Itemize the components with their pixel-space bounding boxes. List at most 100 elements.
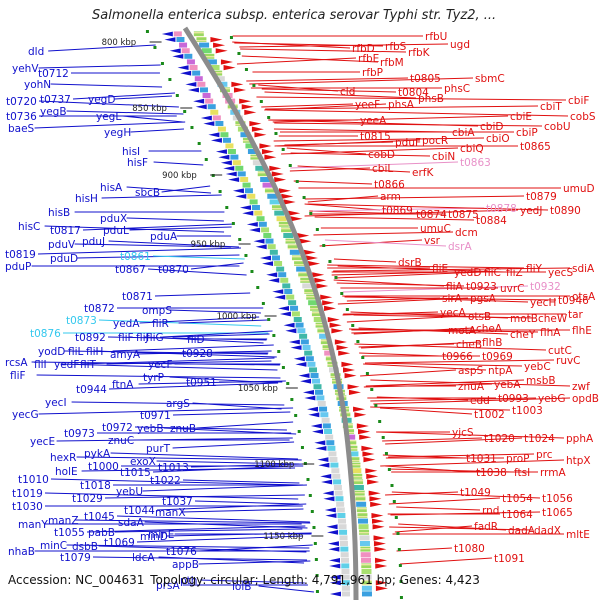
forward-gene-arrow[interactable] — [281, 193, 294, 199]
reverse-gene-arrow[interactable] — [246, 222, 258, 227]
gene-label[interactable]: t0944 — [76, 384, 107, 396]
forward-gene-arrow[interactable] — [324, 305, 337, 311]
gene-label[interactable]: t1037 — [162, 496, 193, 508]
reverse-gene-arrow[interactable] — [302, 390, 314, 395]
forward-gene-arrow[interactable] — [329, 322, 342, 328]
gene-label[interactable]: fliD — [187, 334, 205, 346]
reverse-gene-arrow[interactable] — [322, 490, 334, 496]
gene-label[interactable]: t0972 — [102, 422, 133, 434]
forward-gene-arrow[interactable] — [223, 65, 236, 71]
gene-label[interactable]: t1019 — [12, 488, 43, 500]
forward-gene-arrow[interactable] — [233, 87, 246, 93]
gene-label[interactable]: yecE — [30, 436, 55, 448]
forward-gene-arrow[interactable] — [269, 165, 282, 171]
reverse-gene-arrow[interactable] — [285, 328, 297, 334]
reverse-gene-arrow[interactable] — [283, 322, 295, 328]
gene-label[interactable]: argS — [166, 398, 190, 410]
gene-label[interactable]: uvrC — [500, 283, 525, 295]
gene-label[interactable]: t0971 — [140, 410, 171, 422]
gene-label[interactable]: cbiD — [480, 121, 503, 133]
reverse-gene-arrow[interactable] — [200, 115, 212, 121]
forward-gene-arrow[interactable] — [274, 177, 287, 183]
gene-label[interactable]: dld — [28, 46, 44, 58]
gene-label[interactable]: yebA — [494, 379, 521, 391]
reverse-gene-arrow[interactable] — [329, 591, 341, 597]
gene-label[interactable]: znuA — [458, 381, 485, 393]
gene-label[interactable]: yecF — [148, 359, 173, 371]
gene-label[interactable]: otsA — [572, 291, 596, 303]
gene-label[interactable]: dcm — [455, 227, 478, 239]
reverse-gene-arrow[interactable] — [272, 289, 284, 294]
gene-label[interactable]: sdiA — [572, 263, 595, 275]
reverse-gene-arrow[interactable] — [228, 177, 240, 182]
forward-gene-arrow[interactable] — [343, 367, 356, 373]
gene-label[interactable]: pocR — [422, 135, 448, 147]
gene-label[interactable]: t0815 — [360, 131, 391, 143]
forward-gene-arrow[interactable] — [297, 233, 310, 239]
gene-label[interactable]: msbB — [526, 375, 556, 387]
reverse-gene-arrow[interactable] — [318, 462, 330, 468]
forward-gene-arrow[interactable] — [264, 154, 277, 160]
gene-label[interactable]: fliE — [432, 263, 448, 275]
gene-label[interactable]: proP — [506, 453, 530, 465]
forward-gene-arrow[interactable] — [239, 98, 252, 104]
gene-label[interactable]: t1000 — [88, 461, 119, 473]
gene-label[interactable]: t1003 — [512, 405, 543, 417]
gene-label[interactable]: htpX — [566, 455, 591, 467]
gene-label[interactable]: hisA — [100, 182, 123, 194]
gene-label[interactable]: flhB — [482, 337, 502, 349]
gene-label[interactable]: t0871 — [122, 291, 153, 303]
gene-label[interactable]: manX — [155, 507, 186, 519]
gene-label[interactable]: cobD — [368, 149, 395, 161]
gene-label[interactable]: t0863 — [460, 157, 491, 169]
reverse-gene-arrow[interactable] — [235, 194, 247, 199]
reverse-gene-arrow[interactable] — [321, 479, 333, 485]
gene-label[interactable]: t1091 — [494, 553, 525, 565]
gene-label[interactable]: pduP — [5, 261, 31, 273]
forward-gene-arrow[interactable] — [373, 535, 386, 541]
gene-label[interactable]: t0817 — [50, 225, 81, 237]
gene-label[interactable]: sdaA — [118, 517, 145, 529]
gene-label[interactable]: yegD — [88, 94, 115, 106]
gene-label[interactable]: pduD — [50, 253, 78, 265]
reverse-gene-arrow[interactable] — [329, 563, 341, 569]
reverse-gene-arrow[interactable] — [262, 261, 274, 266]
gene-label[interactable]: phsA — [388, 99, 415, 111]
forward-gene-arrow[interactable] — [353, 406, 366, 412]
gene-label[interactable]: phsC — [444, 83, 470, 95]
gene-label[interactable]: edd — [470, 395, 490, 407]
gene-label[interactable]: t0946 — [558, 295, 589, 307]
reverse-gene-arrow[interactable] — [266, 272, 278, 278]
reverse-gene-arrow[interactable] — [225, 171, 237, 177]
gene-label[interactable]: t0861 — [120, 251, 151, 263]
gene-label[interactable]: cbiP — [516, 127, 538, 139]
reverse-gene-arrow[interactable] — [327, 541, 339, 546]
gene-label[interactable]: manY — [18, 519, 48, 531]
gene-label[interactable]: prc — [536, 449, 553, 461]
gene-label[interactable]: appB — [172, 559, 199, 571]
gene-label[interactable]: t0892 — [75, 332, 106, 344]
gene-label[interactable]: fliC — [484, 267, 501, 279]
gene-label[interactable]: t1076 — [166, 546, 197, 558]
gene-label[interactable]: t0737 — [40, 94, 71, 106]
gene-label[interactable]: t1010 — [18, 474, 49, 486]
gene-label[interactable]: pphA — [566, 433, 594, 445]
gene-label[interactable]: t0969 — [482, 351, 513, 363]
gene-label[interactable]: hisI — [122, 146, 140, 158]
gene-label[interactable]: flhE — [572, 325, 592, 337]
reverse-gene-arrow[interactable] — [312, 429, 324, 434]
gene-label[interactable]: t0966 — [442, 351, 473, 363]
reverse-gene-arrow[interactable] — [274, 294, 286, 300]
gene-label[interactable]: t1079 — [60, 552, 91, 564]
forward-gene-arrow[interactable] — [375, 580, 388, 586]
gene-label[interactable]: cutC — [548, 345, 572, 357]
reverse-gene-arrow[interactable] — [290, 345, 302, 350]
reverse-gene-arrow[interactable] — [320, 474, 332, 479]
gene-label[interactable]: rfbM — [380, 57, 404, 69]
gene-label[interactable]: fliT — [80, 359, 97, 371]
gene-label[interactable]: hisC — [18, 221, 40, 233]
gene-label[interactable]: t0712 — [38, 68, 69, 80]
gene-label[interactable]: pabB — [88, 527, 115, 539]
gene-label[interactable]: dadA — [508, 525, 536, 537]
forward-gene-arrow[interactable] — [347, 384, 360, 390]
